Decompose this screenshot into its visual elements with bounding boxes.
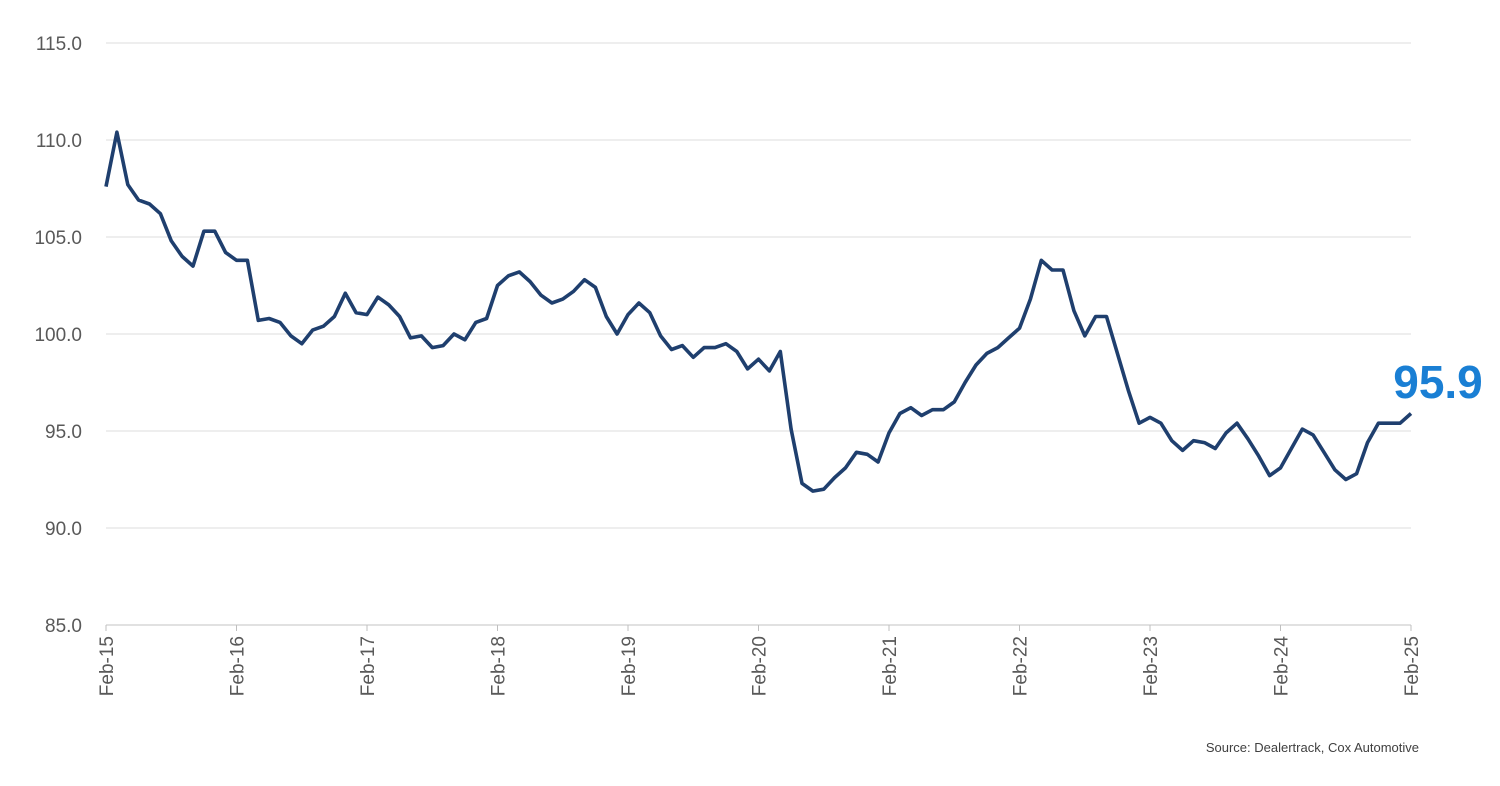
x-tick-label: Feb-17 (358, 636, 379, 696)
last-value-annotation: 95.9 (1393, 356, 1483, 408)
series (104, 130, 1413, 493)
x-tick-label: Feb-25 (1402, 636, 1423, 696)
y-tick-label: 95.0 (45, 422, 82, 443)
y-axis-ticks: 115.0 110.0 105.0 100.0 95.0 90.0 85.0 (34, 34, 82, 637)
x-tick-label: Feb-15 (97, 636, 118, 696)
gridlines (106, 42, 1411, 626)
x-tick-label: Feb-16 (228, 636, 249, 696)
x-tick-label: Feb-19 (619, 636, 640, 696)
x-axis-ticks: Feb-15 Feb-16 Feb-17 Feb-18 Feb-19 Feb-20 Feb-… (97, 625, 1423, 696)
source-note: Source: Dealertrack, Cox Automotive (1205, 740, 1419, 755)
y-tick-label: 105.0 (34, 228, 82, 249)
x-tick-label: Feb-23 (1141, 636, 1162, 696)
y-tick-label: 90.0 (45, 519, 82, 540)
x-tick-label: Feb-18 (489, 636, 510, 696)
x-tick-label: Feb-22 (1011, 636, 1032, 696)
y-tick-label: 115.0 (36, 34, 82, 55)
x-tick-label: Feb-20 (750, 636, 771, 696)
y-tick-label: 110.0 (36, 131, 82, 152)
y-tick-label: 85.0 (45, 616, 82, 637)
series-line-index (104, 130, 1413, 493)
x-tick-label: Feb-24 (1272, 636, 1293, 697)
x-tick-label: Feb-21 (880, 636, 901, 696)
y-tick-label: 100.0 (34, 325, 82, 346)
